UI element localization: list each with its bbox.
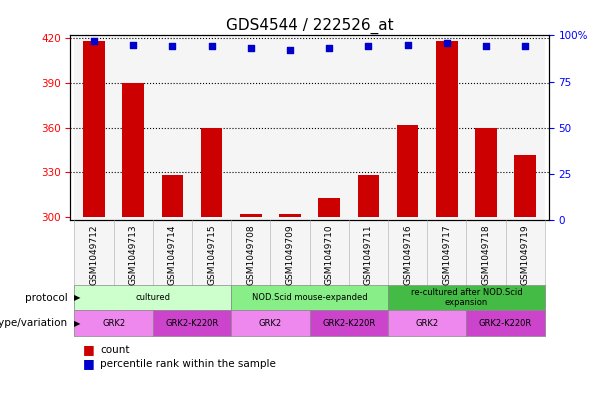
Bar <box>240 214 262 217</box>
Bar <box>201 128 223 217</box>
Text: GSM1049715: GSM1049715 <box>207 224 216 285</box>
Bar <box>318 198 340 217</box>
Point <box>285 47 295 53</box>
Bar <box>192 35 231 220</box>
Text: GRK2-K220R: GRK2-K220R <box>479 319 532 328</box>
Bar <box>357 175 379 217</box>
Text: ▶: ▶ <box>74 293 80 302</box>
Text: GRK2: GRK2 <box>416 319 439 328</box>
Text: cultured: cultured <box>135 293 170 302</box>
Text: GSM1049717: GSM1049717 <box>442 224 451 285</box>
Bar <box>231 35 270 220</box>
Text: re-cultured after NOD.Scid
expansion: re-cultured after NOD.Scid expansion <box>411 288 522 307</box>
Bar <box>162 175 183 217</box>
Point <box>89 38 99 44</box>
Text: GSM1049712: GSM1049712 <box>89 224 99 285</box>
Point <box>246 45 256 51</box>
Point <box>128 41 138 48</box>
Point <box>207 43 216 50</box>
Text: GSM1049713: GSM1049713 <box>129 224 138 285</box>
Point <box>324 45 334 51</box>
Point <box>520 43 530 50</box>
Point <box>364 43 373 50</box>
Text: NOD.Scid mouse-expanded: NOD.Scid mouse-expanded <box>252 293 367 302</box>
Text: ▶: ▶ <box>74 319 80 328</box>
Text: ■: ■ <box>83 343 94 356</box>
Bar <box>113 35 153 220</box>
Text: GSM1049710: GSM1049710 <box>325 224 333 285</box>
Bar <box>514 154 536 217</box>
Bar <box>475 128 497 217</box>
Bar <box>427 35 466 220</box>
Text: GSM1049714: GSM1049714 <box>168 224 177 285</box>
Bar <box>436 41 457 217</box>
Bar <box>279 214 301 217</box>
Text: genotype/variation: genotype/variation <box>0 318 67 328</box>
Text: protocol: protocol <box>25 293 67 303</box>
Bar <box>506 35 545 220</box>
Text: GRK2-K220R: GRK2-K220R <box>322 319 375 328</box>
Text: percentile rank within the sample: percentile rank within the sample <box>100 358 276 369</box>
Text: GRK2: GRK2 <box>259 319 282 328</box>
Bar <box>310 35 349 220</box>
Text: GSM1049709: GSM1049709 <box>286 224 294 285</box>
Text: GSM1049711: GSM1049711 <box>364 224 373 285</box>
Bar <box>123 83 144 217</box>
Text: GRK2-K220R: GRK2-K220R <box>166 319 219 328</box>
Bar <box>270 35 310 220</box>
Text: GSM1049719: GSM1049719 <box>520 224 530 285</box>
Text: GSM1049716: GSM1049716 <box>403 224 412 285</box>
Text: GSM1049708: GSM1049708 <box>246 224 255 285</box>
Point <box>481 43 491 50</box>
Bar <box>83 41 105 217</box>
Text: GSM1049718: GSM1049718 <box>481 224 490 285</box>
Text: ■: ■ <box>83 357 94 370</box>
Bar <box>153 35 192 220</box>
Bar <box>388 35 427 220</box>
Bar <box>397 125 418 217</box>
Bar <box>466 35 506 220</box>
Bar <box>349 35 388 220</box>
Bar <box>74 35 113 220</box>
Title: GDS4544 / 222526_at: GDS4544 / 222526_at <box>226 18 394 34</box>
Point <box>403 41 413 48</box>
Text: GRK2: GRK2 <box>102 319 125 328</box>
Text: count: count <box>100 345 129 355</box>
Point <box>167 43 177 50</box>
Point <box>442 40 452 46</box>
